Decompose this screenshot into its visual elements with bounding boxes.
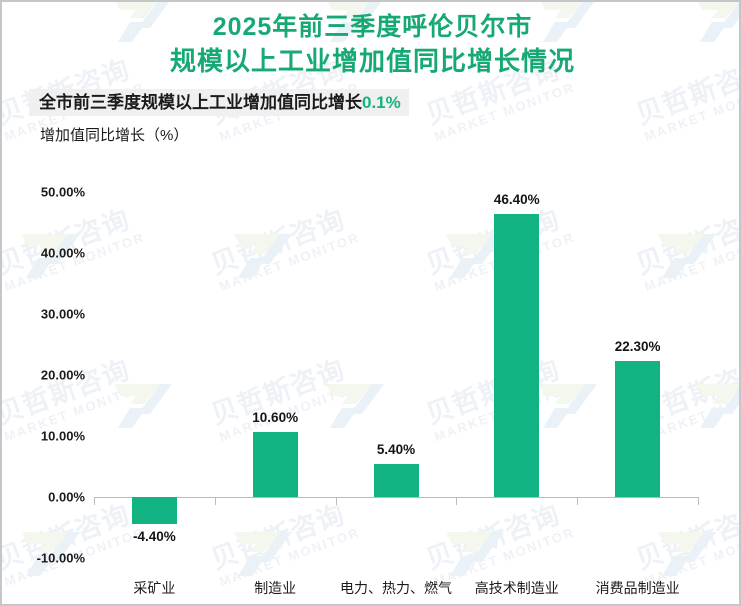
y-axis-tick-label: 10.00% <box>40 428 85 444</box>
x-axis-tick-mark <box>577 497 578 505</box>
bar-value-label: 46.40% <box>493 191 540 207</box>
subtitle-accent-value: 0.1% <box>362 93 401 112</box>
bar[interactable] <box>494 213 540 497</box>
y-axis-tick-label: 50.00% <box>40 184 85 200</box>
watermark-logo-icon <box>234 532 292 576</box>
y-axis-tick-label: -10.00% <box>36 550 85 566</box>
bar[interactable] <box>252 432 298 497</box>
x-axis-tick-mark <box>336 497 337 505</box>
x-axis-category-label: 采矿业 <box>133 580 176 596</box>
x-axis-category-label: 高技术制造业 <box>474 580 559 596</box>
watermark-text-en: MARKET MONITOR <box>432 79 577 145</box>
bar[interactable] <box>131 497 177 524</box>
bar-value-label: 22.30% <box>614 338 661 354</box>
chart-subtitle: 全市前三季度规模以上工业增加值同比增长0.1% <box>29 89 409 116</box>
bar[interactable] <box>373 464 419 497</box>
y-axis-tick-label: 20.00% <box>40 367 85 383</box>
x-axis-tick-mark <box>456 497 457 505</box>
chart-title: 2025年前三季度呼伦贝尔市 规模以上工业增加值同比增长情况 <box>2 10 739 78</box>
y-axis-title: 增加值同比增长（%） <box>40 127 189 144</box>
y-axis-tick-label: 0.00% <box>48 489 85 505</box>
watermark-logo-icon <box>696 384 739 428</box>
watermark-text-en: MARKET MONITOR <box>642 79 741 145</box>
y-axis-tick-label: 30.00% <box>40 306 85 322</box>
chart-title-line-1: 2025年前三季度呼伦贝尔市 <box>212 13 533 41</box>
x-axis-line <box>94 497 698 498</box>
bar-value-label: 5.40% <box>376 442 416 458</box>
watermark-logo-icon <box>446 532 504 576</box>
bar-value-label: 10.60% <box>252 410 299 426</box>
x-axis-tick-mark <box>698 497 699 505</box>
plot-area: 50.00% 40.00% 30.00% 20.00% 10.00% 0.00% -10.0… <box>37 185 699 596</box>
y-axis-tick-label: 40.00% <box>40 245 85 261</box>
x-axis-tick-mark <box>215 497 216 505</box>
x-axis-tick-mark <box>94 497 95 505</box>
bar[interactable] <box>615 360 661 497</box>
x-axis-category-label: 电力、热力、燃气 <box>340 580 452 596</box>
subtitle-text: 全市前三季度规模以上工业增加值同比增长 <box>39 93 362 112</box>
chart-title-line-2: 规模以上工业增加值同比增长情况 <box>169 46 575 76</box>
x-axis-category-label: 制造业 <box>254 580 297 596</box>
x-axis-category-label: 消费品制造业 <box>595 580 680 596</box>
watermark-logo-icon <box>658 532 716 576</box>
bar-value-label: -4.40% <box>133 528 176 544</box>
